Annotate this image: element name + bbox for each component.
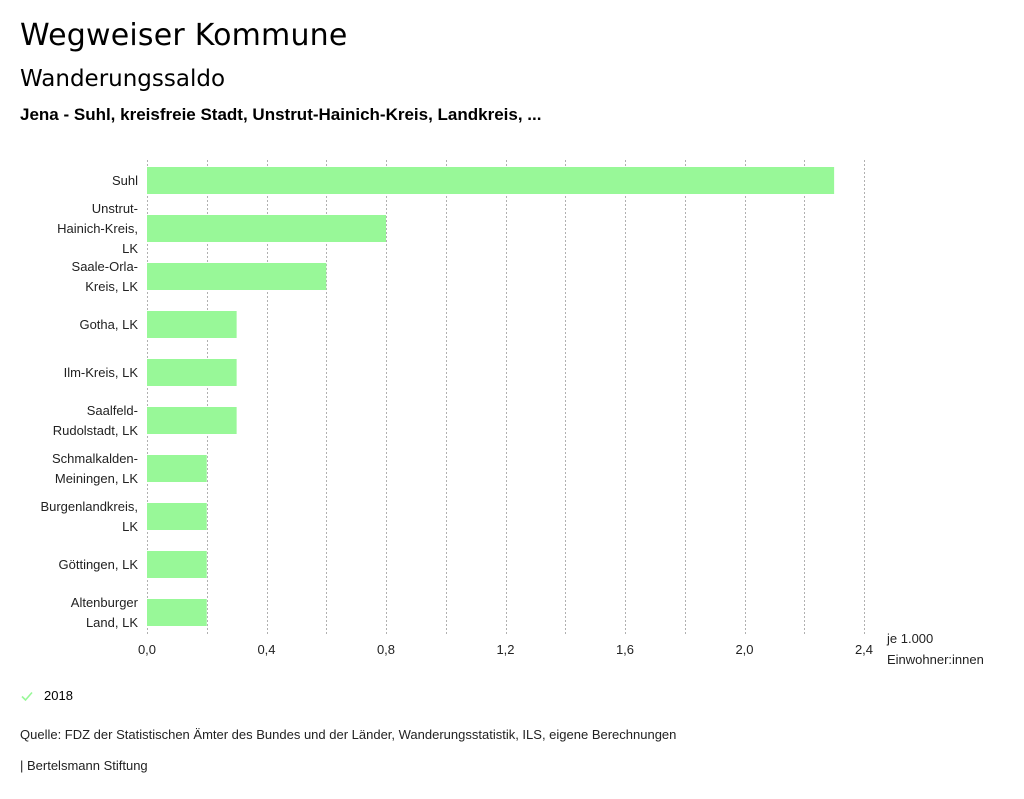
region-selection: Jena - Suhl, kreisfreie Stadt, Unstrut-H… (20, 105, 542, 124)
category-label: Saale-Orla-Kreis, LK (72, 259, 139, 294)
grid-lines (147, 160, 865, 636)
bar (147, 551, 207, 578)
bar-chart: Suhl Unstrut-Hainich-Kreis, LKSaale-Orla-K… (40, 160, 984, 667)
bar (147, 455, 207, 482)
legend-item-2018[interactable]: 2018 (20, 688, 73, 703)
x-tick-label: 2,0 (735, 642, 753, 657)
category-label: Unstrut-Hainich-Kreis, LK (57, 201, 138, 256)
x-tick-label: 0,8 (377, 642, 395, 657)
legend-label: 2018 (44, 688, 73, 703)
bar (147, 263, 327, 290)
x-axis-unit-label: je 1.000 Einwohner:innen (886, 631, 984, 667)
x-tick-labels: 0,0 0,4 0,8 1,2 1,6 2,0 2,4 (138, 642, 873, 657)
category-label: Altenburger Land, LK (71, 595, 139, 630)
x-tick-label: 2,4 (855, 642, 873, 657)
bar (147, 359, 237, 386)
check-icon (21, 691, 33, 701)
x-axis-unit-line: Einwohner:innen (887, 652, 984, 667)
x-tick-label: 1,6 (616, 642, 634, 657)
x-tick-label: 0,0 (138, 642, 156, 657)
bar (147, 167, 835, 194)
category-label: Burgenlandkreis, LK (40, 499, 138, 534)
bar (147, 407, 237, 434)
credit-note: | Bertelsmann Stiftung (20, 758, 148, 773)
source-note: Quelle: FDZ der Statistischen Ämter des … (20, 727, 677, 742)
chart-subtitle: Wanderungssaldo (20, 66, 226, 92)
x-tick-label: 1,2 (496, 642, 514, 657)
category-label: Gotha, LK (79, 317, 138, 332)
x-tick-label: 0,4 (257, 642, 275, 657)
bar (147, 311, 237, 338)
category-label: Ilm-Kreis, LK (64, 365, 139, 380)
bar (147, 503, 207, 530)
bar (147, 599, 207, 626)
bars (147, 167, 835, 626)
category-label: Suhl (112, 173, 138, 188)
x-axis-unit-line: je 1.000 (886, 631, 933, 646)
category-label: Saalfeld-Rudolstadt, LK (53, 403, 139, 438)
page-title: Wegweiser Kommune (20, 18, 348, 53)
category-label: Schmalkalden-Meiningen, LK (52, 451, 138, 486)
category-label: Göttingen, LK (59, 557, 139, 572)
bar (147, 215, 386, 242)
category-labels: Suhl Unstrut-Hainich-Kreis, LKSaale-Orla-K… (40, 173, 138, 630)
